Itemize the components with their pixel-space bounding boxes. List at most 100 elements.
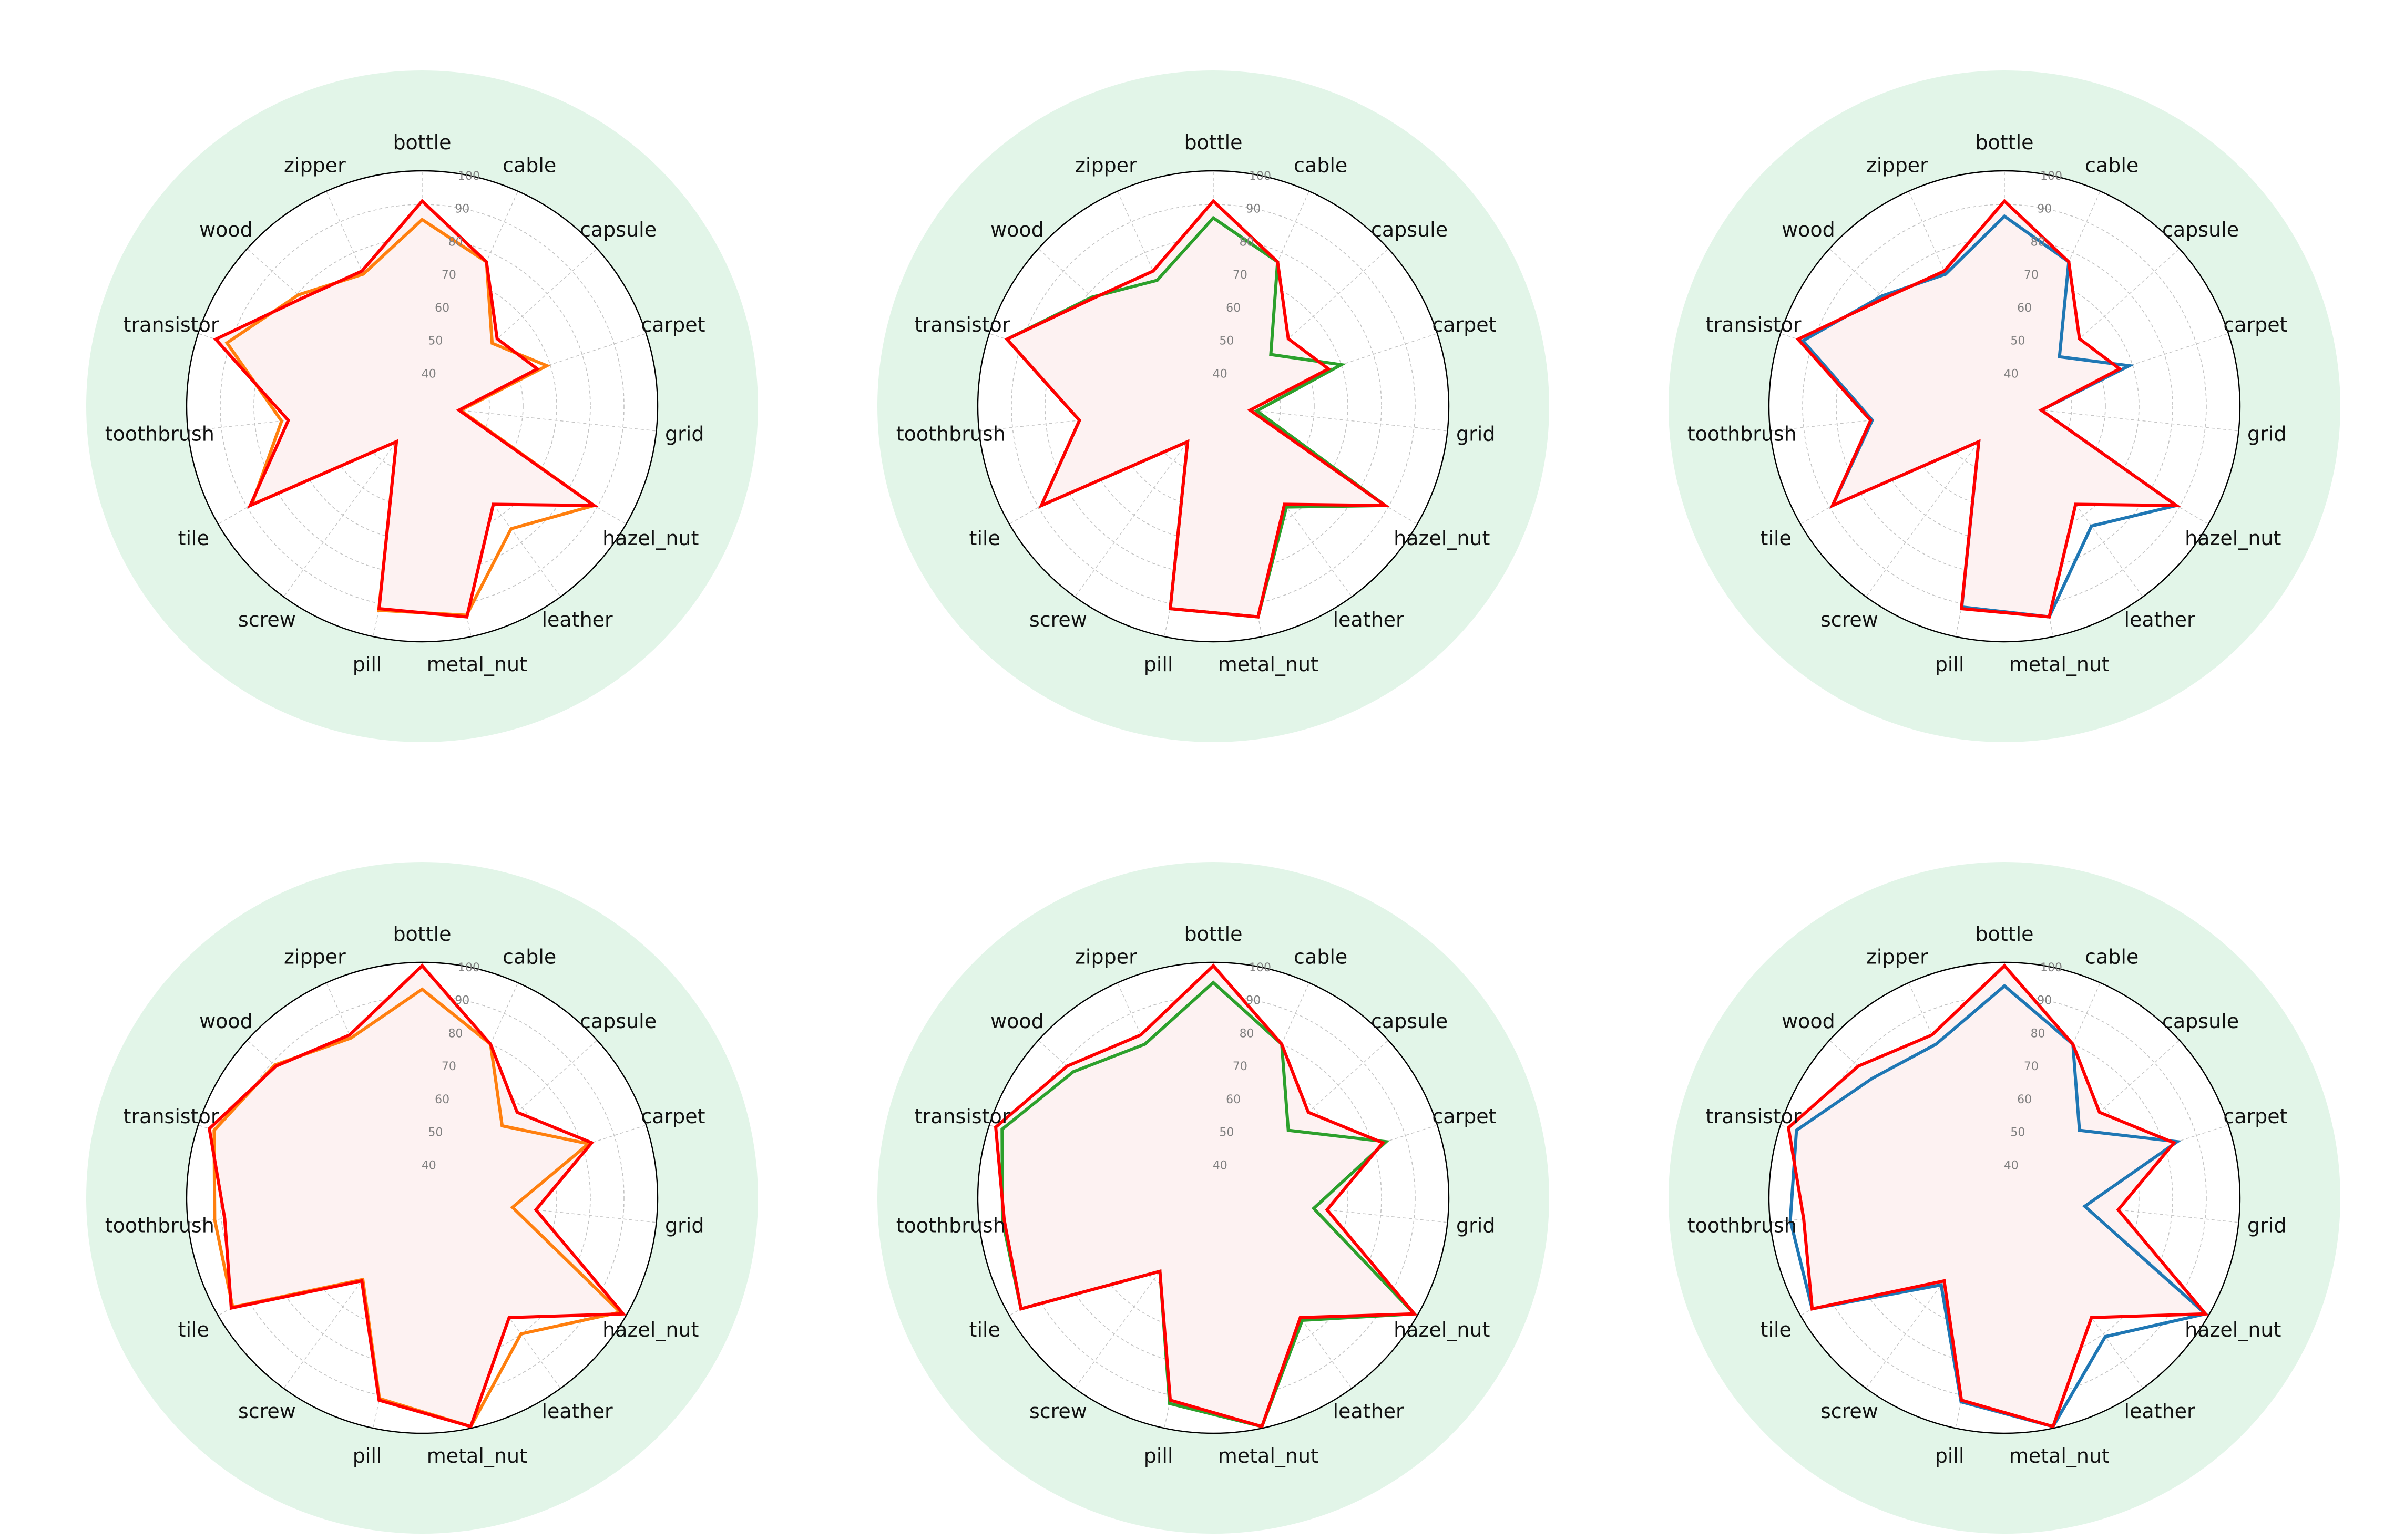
radar-panel-3: 40 50 60 70 80 90 100 bottle cable capsule carpet g… xyxy=(1669,70,2340,742)
series-line-red xyxy=(213,199,599,619)
polar-spine xyxy=(1768,170,2241,643)
category-label-bottle: bottle xyxy=(1975,131,2033,154)
radial-tick-label: 80 xyxy=(448,235,463,249)
radial-tick-label: 90 xyxy=(455,203,469,216)
grid-spoke xyxy=(283,406,423,597)
polar-spine xyxy=(186,961,659,1434)
radial-tick-label: 100 xyxy=(458,170,480,183)
category-label-tile: tile xyxy=(1761,1318,1792,1341)
category-label-pill: pill xyxy=(1935,1444,1965,1467)
category-label-transistor: transistor xyxy=(124,1105,219,1128)
radial-tick-label: 90 xyxy=(2037,203,2052,216)
reference-series-fill xyxy=(1798,201,2177,617)
category-label-toothbrush: toothbrush xyxy=(105,422,214,445)
category-label-toothbrush: toothbrush xyxy=(105,1214,214,1237)
radial-tick-label: 50 xyxy=(1219,335,1234,348)
category-label-zipper: zipper xyxy=(1866,945,1928,968)
grid-spoke xyxy=(422,1197,657,1223)
radar-panel-2: 40 50 60 70 80 90 100 bottle cable capsule carpet g… xyxy=(877,70,1549,742)
category-label-cable: cable xyxy=(1294,153,1347,177)
radial-tick-label: 80 xyxy=(1240,235,1254,249)
category-label-screw: screw xyxy=(1029,1400,1087,1423)
radial-tick-label: 90 xyxy=(1246,994,1261,1008)
reference-series-fill xyxy=(1007,201,1386,617)
grid-spoke xyxy=(1213,1197,1448,1223)
category-label-metal-nut: metal_nut xyxy=(1218,653,1318,676)
category-label-cable: cable xyxy=(1294,945,1347,968)
radial-tick-label: 40 xyxy=(1213,367,1227,381)
radar-panel-1: 40 50 60 70 80 90 100 bottle cable capsule carpet g… xyxy=(86,70,758,742)
radial-tick-label: 80 xyxy=(1240,1027,1254,1040)
category-label-capsule: capsule xyxy=(580,1010,657,1033)
radial-tick-label: 60 xyxy=(1226,1093,1241,1106)
radial-tick-label: 70 xyxy=(2024,269,2039,282)
category-label-capsule: capsule xyxy=(1371,1010,1448,1033)
category-label-bottle: bottle xyxy=(1184,131,1242,154)
radial-tick-label: 70 xyxy=(1233,1060,1247,1073)
series-line-red xyxy=(1795,199,2182,619)
radial-tick-label: 70 xyxy=(1233,269,1247,282)
category-label-cable: cable xyxy=(503,945,556,968)
radial-tick-label: 80 xyxy=(2031,235,2045,249)
reference-series-fill xyxy=(1788,966,2206,1427)
category-label-carpet: carpet xyxy=(2223,1105,2287,1128)
category-label-leather: leather xyxy=(1333,608,1404,631)
category-label-toothbrush: toothbrush xyxy=(896,422,1006,445)
radial-tick-label: 90 xyxy=(1246,203,1261,216)
radial-tick-label: 40 xyxy=(422,367,436,381)
category-label-grid: grid xyxy=(1456,422,1495,445)
category-label-transistor: transistor xyxy=(915,313,1010,336)
radial-tick-label: 50 xyxy=(428,335,443,348)
series-line-red xyxy=(1004,199,1390,619)
category-label-screw: screw xyxy=(238,1400,296,1423)
category-label-transistor: transistor xyxy=(1706,1105,1802,1128)
series-line-red xyxy=(1786,963,2209,1429)
grid-spoke xyxy=(2004,1197,2239,1223)
category-label-pill: pill xyxy=(1935,653,1965,676)
radial-tick-label: 100 xyxy=(1249,961,1271,974)
category-label-capsule: capsule xyxy=(1371,218,1448,241)
category-label-toothbrush: toothbrush xyxy=(896,1214,1006,1237)
radial-tick-label: 90 xyxy=(2037,994,2052,1008)
category-label-leather: leather xyxy=(541,608,613,631)
radial-tick-label: 70 xyxy=(442,269,456,282)
reference-series-fill xyxy=(216,201,595,617)
category-label-wood: wood xyxy=(199,1010,253,1033)
reference-series-fill xyxy=(996,966,1415,1427)
category-label-grid: grid xyxy=(665,1214,704,1237)
category-label-screw: screw xyxy=(1820,608,1878,631)
category-label-leather: leather xyxy=(1333,1400,1404,1423)
grid-spoke xyxy=(2004,248,2180,407)
category-label-bottle: bottle xyxy=(1184,922,1242,946)
radial-tick-label: 90 xyxy=(455,994,469,1008)
category-label-metal-nut: metal_nut xyxy=(2009,653,2110,676)
category-label-metal-nut: metal_nut xyxy=(427,1444,527,1467)
grid-spoke xyxy=(422,248,598,407)
category-label-capsule: capsule xyxy=(580,218,657,241)
category-label-wood: wood xyxy=(1782,218,1835,241)
category-label-zipper: zipper xyxy=(1075,945,1137,968)
category-label-hazel-nut: hazel_nut xyxy=(2185,527,2281,550)
category-label-screw: screw xyxy=(238,608,296,631)
category-label-metal-nut: metal_nut xyxy=(1218,1444,1318,1467)
category-label-zipper: zipper xyxy=(284,153,346,177)
category-label-transistor: transistor xyxy=(1706,313,1802,336)
category-label-toothbrush: toothbrush xyxy=(1687,1214,1797,1237)
grid-spoke xyxy=(1075,406,1214,597)
category-label-transistor: transistor xyxy=(915,1105,1010,1128)
category-label-hazel-nut: hazel_nut xyxy=(1394,1318,1490,1341)
category-label-pill: pill xyxy=(1144,1444,1173,1467)
category-label-wood: wood xyxy=(990,1010,1044,1033)
radial-tick-label: 60 xyxy=(2017,1093,2032,1106)
category-label-wood: wood xyxy=(199,218,253,241)
category-label-zipper: zipper xyxy=(1075,153,1137,177)
radar-panel-6: 40 50 60 70 80 90 100 bottle cable capsule carpet g… xyxy=(1669,862,2340,1534)
category-label-pill: pill xyxy=(353,1444,382,1467)
category-label-carpet: carpet xyxy=(641,1105,705,1128)
category-label-metal-nut: metal_nut xyxy=(2009,1444,2110,1467)
series-line-green xyxy=(1000,980,1418,1429)
radial-tick-label: 50 xyxy=(428,1126,443,1139)
radial-tick-label: 100 xyxy=(1249,170,1271,183)
radar-panel-5: 40 50 60 70 80 90 100 bottle cable capsule carpet g… xyxy=(877,862,1549,1534)
category-label-tile: tile xyxy=(1761,527,1792,550)
